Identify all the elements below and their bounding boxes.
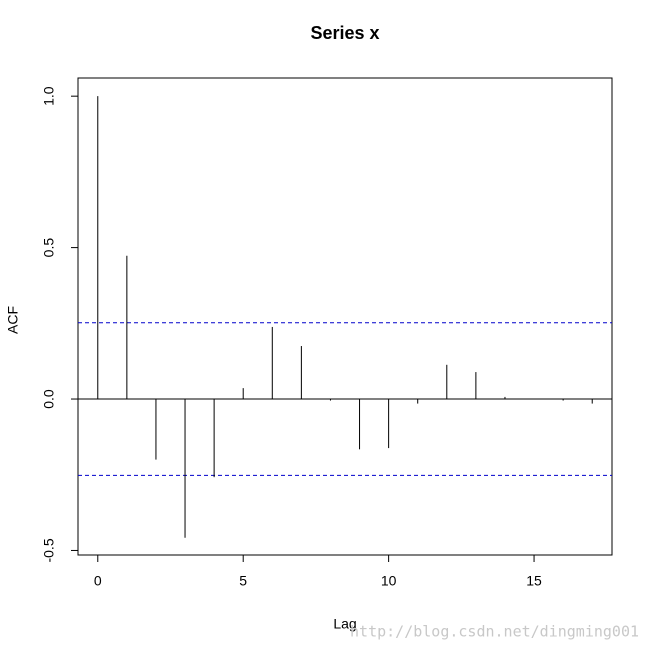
y-tick-label: 1.0 <box>41 86 57 106</box>
x-tick-label: 5 <box>239 573 247 589</box>
y-tick-label: -0.5 <box>41 538 57 562</box>
chart-title: Series x <box>310 23 379 43</box>
y-axis-label: ACF <box>5 306 21 334</box>
x-tick-label: 0 <box>94 573 102 589</box>
x-axis-label: Lag <box>333 616 356 632</box>
watermark: http://blog.csdn.net/dingming001 <box>350 623 639 641</box>
x-tick-label: 10 <box>381 573 397 589</box>
x-tick-label: 15 <box>526 573 542 589</box>
y-tick-label: 0.5 <box>41 238 57 258</box>
y-tick-label: 0.0 <box>41 389 57 409</box>
